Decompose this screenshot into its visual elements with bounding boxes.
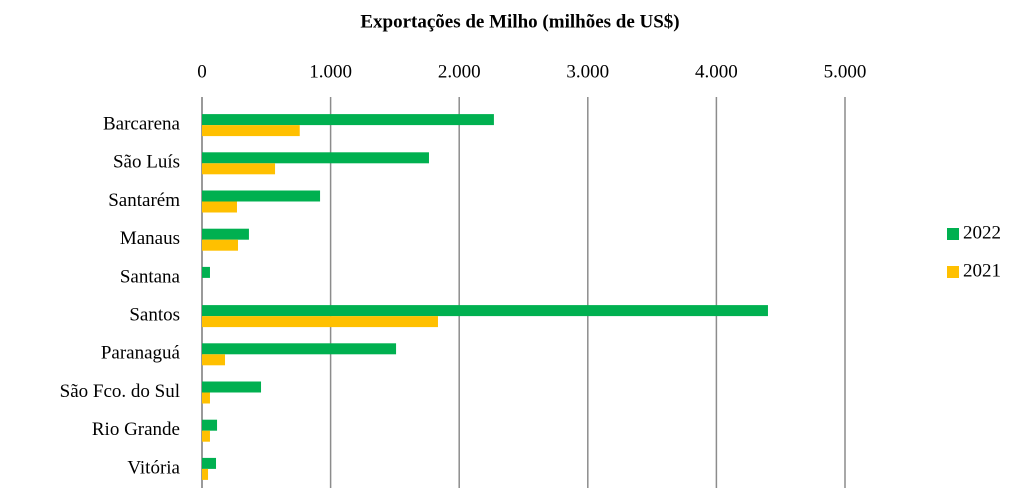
legend-label: 2021 — [963, 260, 1001, 281]
bar — [202, 305, 768, 317]
y-tick-label: Paranaguá — [101, 343, 181, 364]
bar — [202, 316, 438, 328]
y-tick-label: Barcarena — [103, 113, 181, 134]
bar — [202, 125, 300, 137]
x-tick-label: 3.000 — [566, 61, 609, 82]
x-tick-label: 2.000 — [438, 61, 481, 82]
bar — [202, 228, 249, 240]
bar — [202, 239, 239, 251]
bar — [202, 190, 321, 202]
y-tick-label: Santana — [120, 266, 181, 287]
bar — [202, 266, 210, 278]
bar — [202, 430, 210, 442]
legend-swatch — [947, 228, 959, 240]
x-tick-label: 4.000 — [695, 61, 738, 82]
bar — [202, 152, 429, 164]
x-tick-label: 0 — [197, 61, 207, 82]
y-tick-label: São Luís — [113, 152, 180, 173]
legend-label: 2022 — [963, 222, 1001, 243]
legend-swatch — [947, 266, 959, 278]
y-tick-label: Rio Grande — [92, 419, 180, 440]
y-tick-label: Santarém — [108, 190, 180, 211]
bar — [202, 201, 237, 213]
bar — [202, 354, 226, 366]
x-tick-label: 5.000 — [824, 61, 867, 82]
bar — [202, 457, 217, 469]
bar — [202, 343, 397, 355]
bar — [202, 419, 218, 431]
x-tick-label: 1.000 — [309, 61, 352, 82]
chart-title: Exportações de Milho (milhões de US$) — [360, 11, 679, 32]
y-tick-label: Vitória — [127, 457, 180, 478]
bar — [202, 381, 262, 393]
bar — [202, 468, 209, 480]
bar — [202, 163, 276, 175]
y-tick-label: Santos — [129, 304, 180, 325]
y-tick-label: Manaus — [120, 228, 180, 249]
bar — [202, 114, 494, 126]
bar — [202, 392, 210, 404]
y-tick-label: São Fco. do Sul — [60, 381, 180, 402]
